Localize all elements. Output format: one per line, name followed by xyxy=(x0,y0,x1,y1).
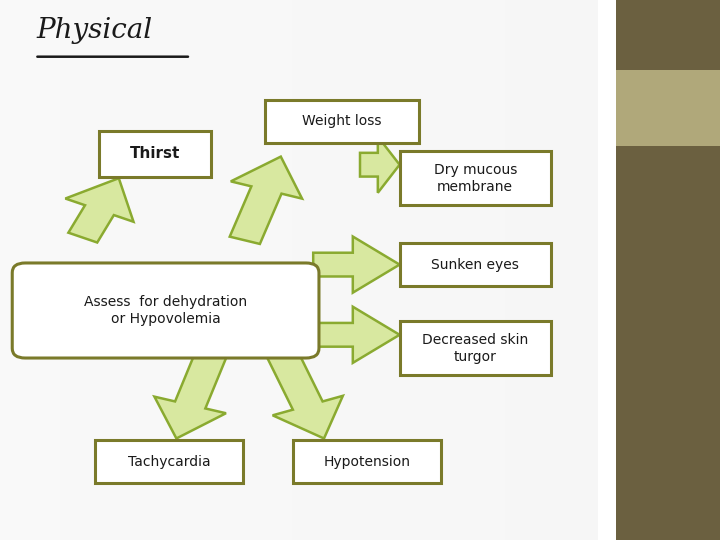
FancyBboxPatch shape xyxy=(265,100,419,143)
Polygon shape xyxy=(66,178,133,242)
Bar xyxy=(616,146,720,540)
FancyBboxPatch shape xyxy=(294,440,441,483)
Bar xyxy=(616,0,720,70)
FancyBboxPatch shape xyxy=(12,263,319,358)
FancyBboxPatch shape xyxy=(95,440,243,483)
FancyBboxPatch shape xyxy=(99,131,210,177)
Bar xyxy=(616,70,720,146)
Text: Tachycardia: Tachycardia xyxy=(128,455,210,469)
Polygon shape xyxy=(313,307,400,363)
Bar xyxy=(0,0,598,540)
Polygon shape xyxy=(266,347,343,438)
Text: Sunken eyes: Sunken eyes xyxy=(431,258,519,272)
Text: Dry mucous
membrane: Dry mucous membrane xyxy=(433,163,517,194)
Polygon shape xyxy=(360,137,400,193)
Text: Assess  for dehydration
or Hypovolemia: Assess for dehydration or Hypovolemia xyxy=(84,295,247,326)
Polygon shape xyxy=(313,237,400,293)
Polygon shape xyxy=(154,348,228,438)
Text: Thirst: Thirst xyxy=(130,146,180,161)
Text: Decreased skin
turgor: Decreased skin turgor xyxy=(422,333,528,364)
Polygon shape xyxy=(230,157,302,244)
FancyBboxPatch shape xyxy=(400,321,551,375)
Text: Hypotension: Hypotension xyxy=(324,455,410,469)
Text: Physical: Physical xyxy=(36,17,152,44)
FancyBboxPatch shape xyxy=(400,243,551,286)
FancyBboxPatch shape xyxy=(400,151,551,205)
Text: Weight loss: Weight loss xyxy=(302,114,382,129)
